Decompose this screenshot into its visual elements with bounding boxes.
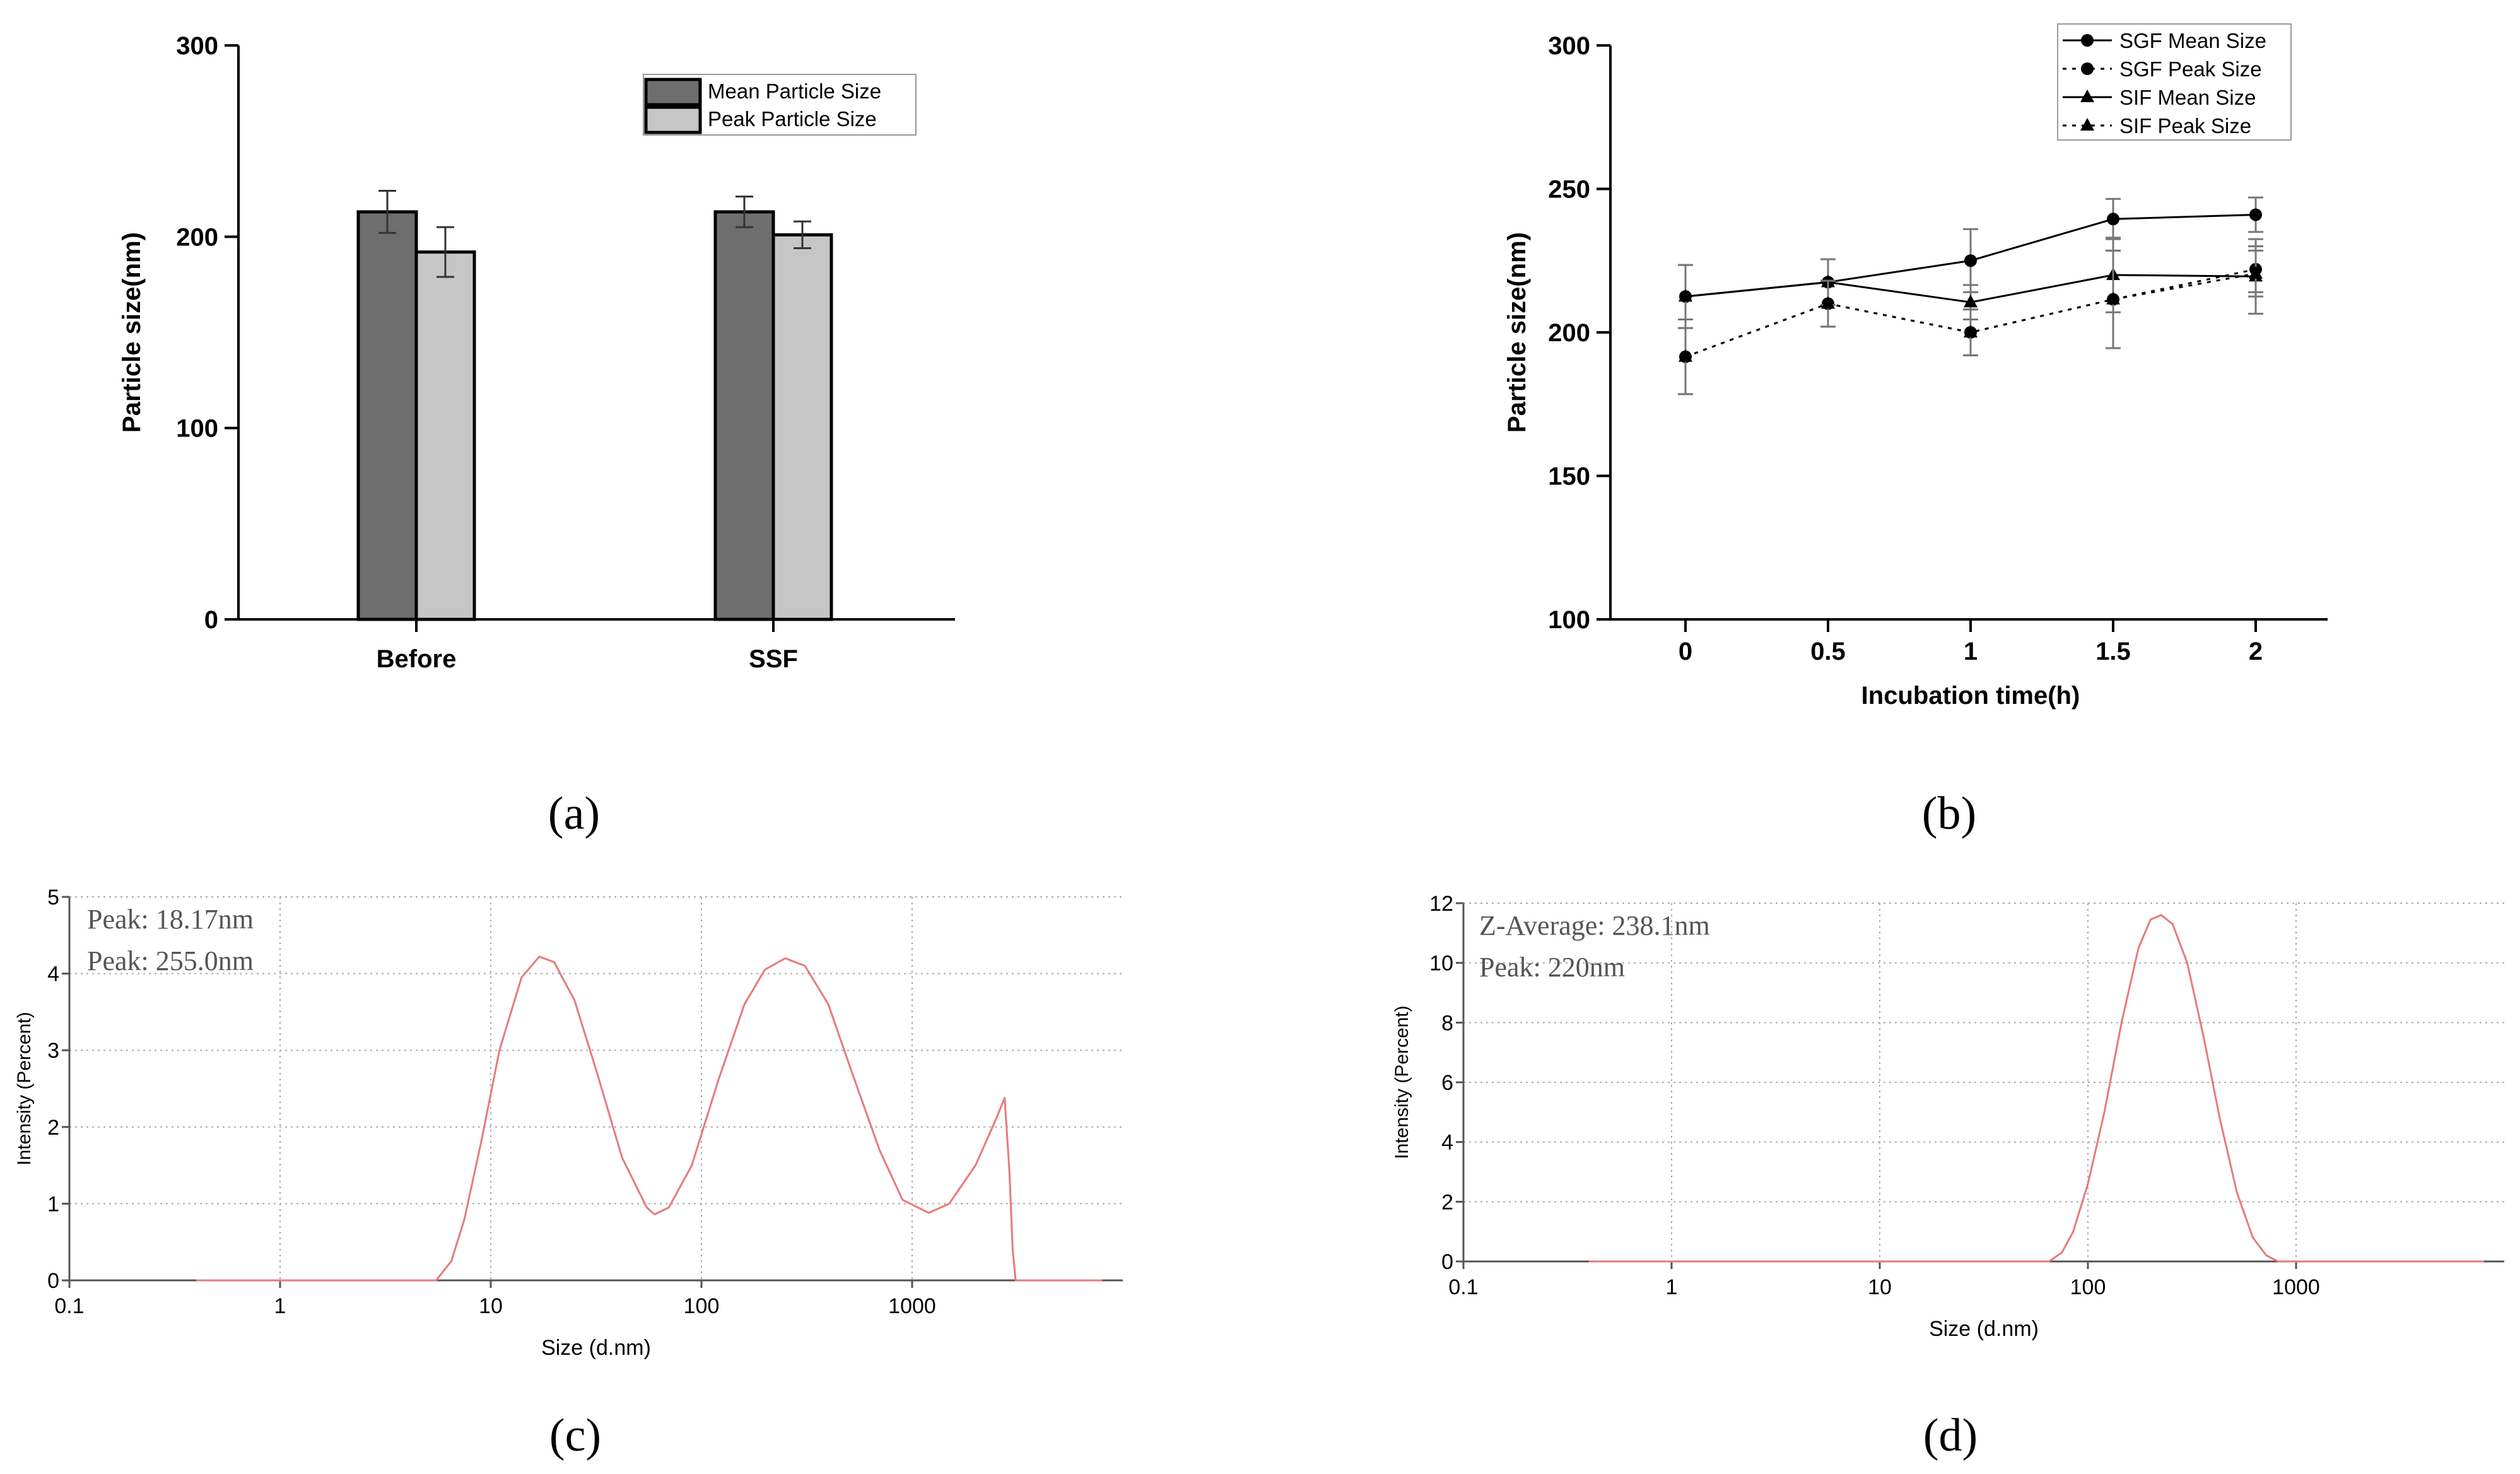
y-tick-label: 200 <box>176 223 218 251</box>
y-tick-label: 6 <box>1441 1071 1453 1095</box>
y-tick-label: 3 <box>47 1039 59 1063</box>
legend-marker <box>2081 62 2094 75</box>
x-axis-title: Size (d.nm) <box>1929 1317 2039 1341</box>
panel-c-intensity-distribution: 0 1 2 3 4 5 0.1 1 10 100 1000 Intensity (Percent) Si… <box>14 886 1123 1461</box>
x-tick-label: SSF <box>749 645 798 673</box>
y-tick-label: 250 <box>1548 176 1590 204</box>
panel-b-line-chart: 100 150 200 250 300 0 0.5 1 1.5 2 Particle size(nm… <box>1503 23 2328 839</box>
legend-label: Mean Particle Size <box>708 79 881 103</box>
data-point-sif-peak-size <box>1679 349 1692 362</box>
x-tick-label: 0.5 <box>1810 638 1846 665</box>
legend-label: SGF Mean Size <box>2119 29 2266 52</box>
y-tick-label: 100 <box>1548 606 1590 634</box>
bar-peak-particle-size <box>414 250 476 621</box>
y-tick-label: 12 <box>1429 892 1453 916</box>
y-tick-label: 100 <box>176 415 218 443</box>
x-tick-label: 10 <box>479 1294 503 1318</box>
legend-marker <box>2080 118 2094 131</box>
y-tick-label: 2 <box>47 1116 59 1140</box>
x-tick-label: 2 <box>2249 638 2263 665</box>
distribution-curve <box>196 956 1103 1282</box>
x-tick-label: 0.1 <box>1448 1275 1478 1299</box>
x-tick-label: 1000 <box>2272 1275 2320 1299</box>
y-tick-label: 200 <box>1548 319 1590 347</box>
bar-peak-particle-size <box>771 233 833 621</box>
series-line-sif-peak-size <box>1685 272 2256 358</box>
y-axis-title: Particle size(nm) <box>1503 232 1531 433</box>
distribution-curve <box>1588 914 2484 1263</box>
data-point-sgf-mean-size <box>2107 213 2119 226</box>
y-tick-label: 10 <box>1429 952 1453 976</box>
legend-label: SGF Peak Size <box>2119 57 2262 81</box>
annotation-text: Peak: 255.0nm <box>87 945 254 976</box>
y-tick-label: 0 <box>1441 1250 1453 1274</box>
y-tick-label: 0 <box>204 606 218 634</box>
bar-mean-particle-size <box>356 210 418 621</box>
x-tick-label: 0.1 <box>54 1294 84 1318</box>
x-axis-title: Size (d.nm) <box>541 1336 651 1360</box>
y-tick-label: 1 <box>47 1192 59 1216</box>
x-tick-label: 100 <box>684 1294 720 1318</box>
data-point-sgf-mean-size <box>1964 254 1977 267</box>
y-tick-label: 300 <box>1548 32 1590 60</box>
x-tick-label: 0 <box>1679 638 1692 665</box>
annotation-text: Peak: 220nm <box>1479 952 1625 983</box>
bar-mean-particle-size <box>713 210 775 621</box>
y-tick-label: 4 <box>47 962 59 986</box>
legend-marker <box>2081 34 2094 47</box>
y-tick-label: 0 <box>47 1269 59 1293</box>
panel-label-b: (b) <box>1922 788 1976 839</box>
legend-label: SIF Mean Size <box>2119 86 2256 109</box>
data-point-sif-peak-size <box>2249 266 2263 279</box>
annotation-text: Z-Average: 238.1nm <box>1479 910 1710 941</box>
data-point-sif-peak-size <box>2106 291 2120 305</box>
x-tick-label: 1 <box>274 1294 286 1318</box>
y-tick-label: 2 <box>1441 1190 1453 1214</box>
data-point-sif-mean-size <box>1679 289 1692 302</box>
panel-label-d: (d) <box>1923 1410 1978 1461</box>
data-point-sif-peak-size <box>1964 325 1978 337</box>
panel-label-c: (c) <box>549 1410 601 1461</box>
x-tick-label: 1000 <box>888 1294 936 1318</box>
data-point-sif-peak-size <box>1821 296 1835 309</box>
y-axis-title: Intensity (Percent) <box>14 1012 35 1165</box>
x-tick-label: 1 <box>1964 638 1978 665</box>
legend-marker <box>2080 90 2094 102</box>
y-tick-label: 300 <box>176 32 218 60</box>
x-tick-label: Before <box>377 645 457 673</box>
x-axis-title: Incubation time(h) <box>1861 682 2080 710</box>
legend-swatch <box>644 78 702 107</box>
y-tick-label: 5 <box>47 886 59 910</box>
y-tick-label: 8 <box>1441 1011 1453 1035</box>
panel-label-a: (a) <box>548 788 600 839</box>
panel-a-bar-chart: 0 100 200 300 Particle size(nm) Before SSF Mean… <box>118 32 955 839</box>
y-axis-title: Particle size(nm) <box>118 232 146 433</box>
y-axis-title: Intensity (Percent) <box>1392 1005 1412 1159</box>
panel-d-intensity-distribution: 0 2 4 6 8 10 12 0.1 1 10 100 1000 Intensity (Percent… <box>1392 892 2504 1461</box>
y-tick-label: 150 <box>1548 463 1590 491</box>
x-tick-label: 100 <box>2070 1275 2106 1299</box>
y-tick-label: 4 <box>1441 1131 1453 1155</box>
x-tick-label: 1.5 <box>2095 638 2131 665</box>
data-point-sgf-mean-size <box>2249 208 2262 221</box>
x-tick-label: 10 <box>1868 1275 1892 1299</box>
legend-swatch <box>644 105 702 134</box>
data-point-sif-mean-size <box>1964 295 1978 308</box>
annotation-text: Peak: 18.17nm <box>87 904 254 935</box>
series-line-sgf-peak-size <box>1685 268 2256 358</box>
legend-label: SIF Peak Size <box>2119 114 2251 137</box>
legend-label: Peak Particle Size <box>708 107 877 131</box>
x-tick-label: 1 <box>1666 1275 1678 1299</box>
legend-box <box>2057 23 2292 141</box>
